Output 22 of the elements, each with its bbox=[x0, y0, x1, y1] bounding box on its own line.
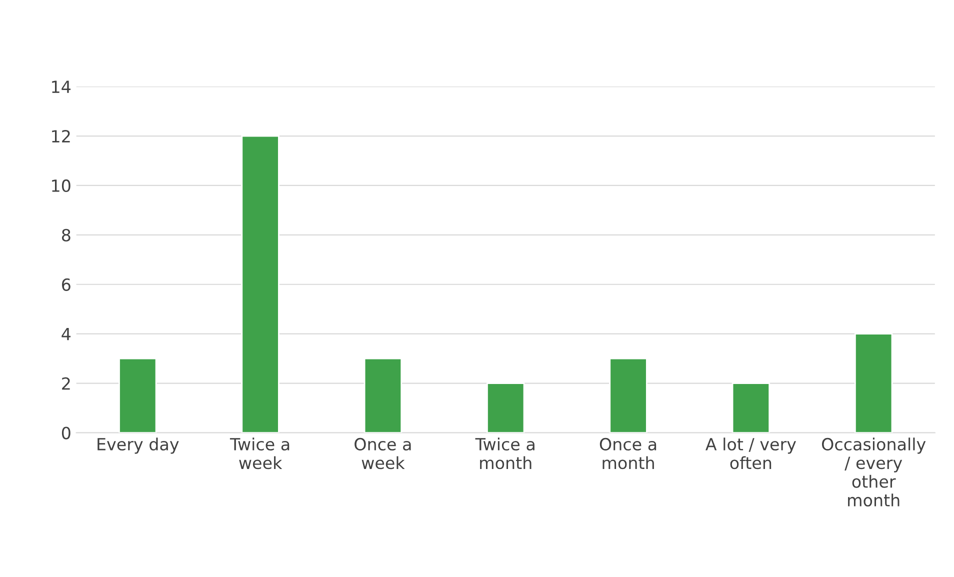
bar bbox=[732, 382, 770, 433]
bar bbox=[486, 382, 525, 433]
x-tick-label: Every day bbox=[98, 438, 179, 454]
y-tick-label: 14 bbox=[52, 80, 71, 93]
x-tick-label: Twice a month bbox=[475, 438, 534, 470]
bar bbox=[364, 358, 402, 433]
bar bbox=[609, 358, 648, 433]
y-tick-label: 6 bbox=[62, 278, 70, 291]
x-tick-label: Twice a week bbox=[230, 438, 290, 470]
x-tick-label: A lot / very often bbox=[706, 438, 796, 470]
y-tick-label: 8 bbox=[62, 228, 70, 242]
y-tick-label: 4 bbox=[62, 328, 71, 340]
bar bbox=[854, 333, 893, 433]
y-tick-label: 0 bbox=[62, 426, 70, 440]
bar bbox=[118, 358, 157, 433]
bar bbox=[241, 135, 280, 433]
y-tick-label: 10 bbox=[52, 179, 70, 192]
y-tick-label: 12 bbox=[52, 130, 70, 142]
x-tick-label: Once a month bbox=[600, 438, 656, 470]
x-tick-label: Occasionally / every other month bbox=[822, 438, 926, 506]
y-tick-label: 2 bbox=[62, 377, 70, 390]
x-tick-label: Once a week bbox=[354, 438, 411, 470]
